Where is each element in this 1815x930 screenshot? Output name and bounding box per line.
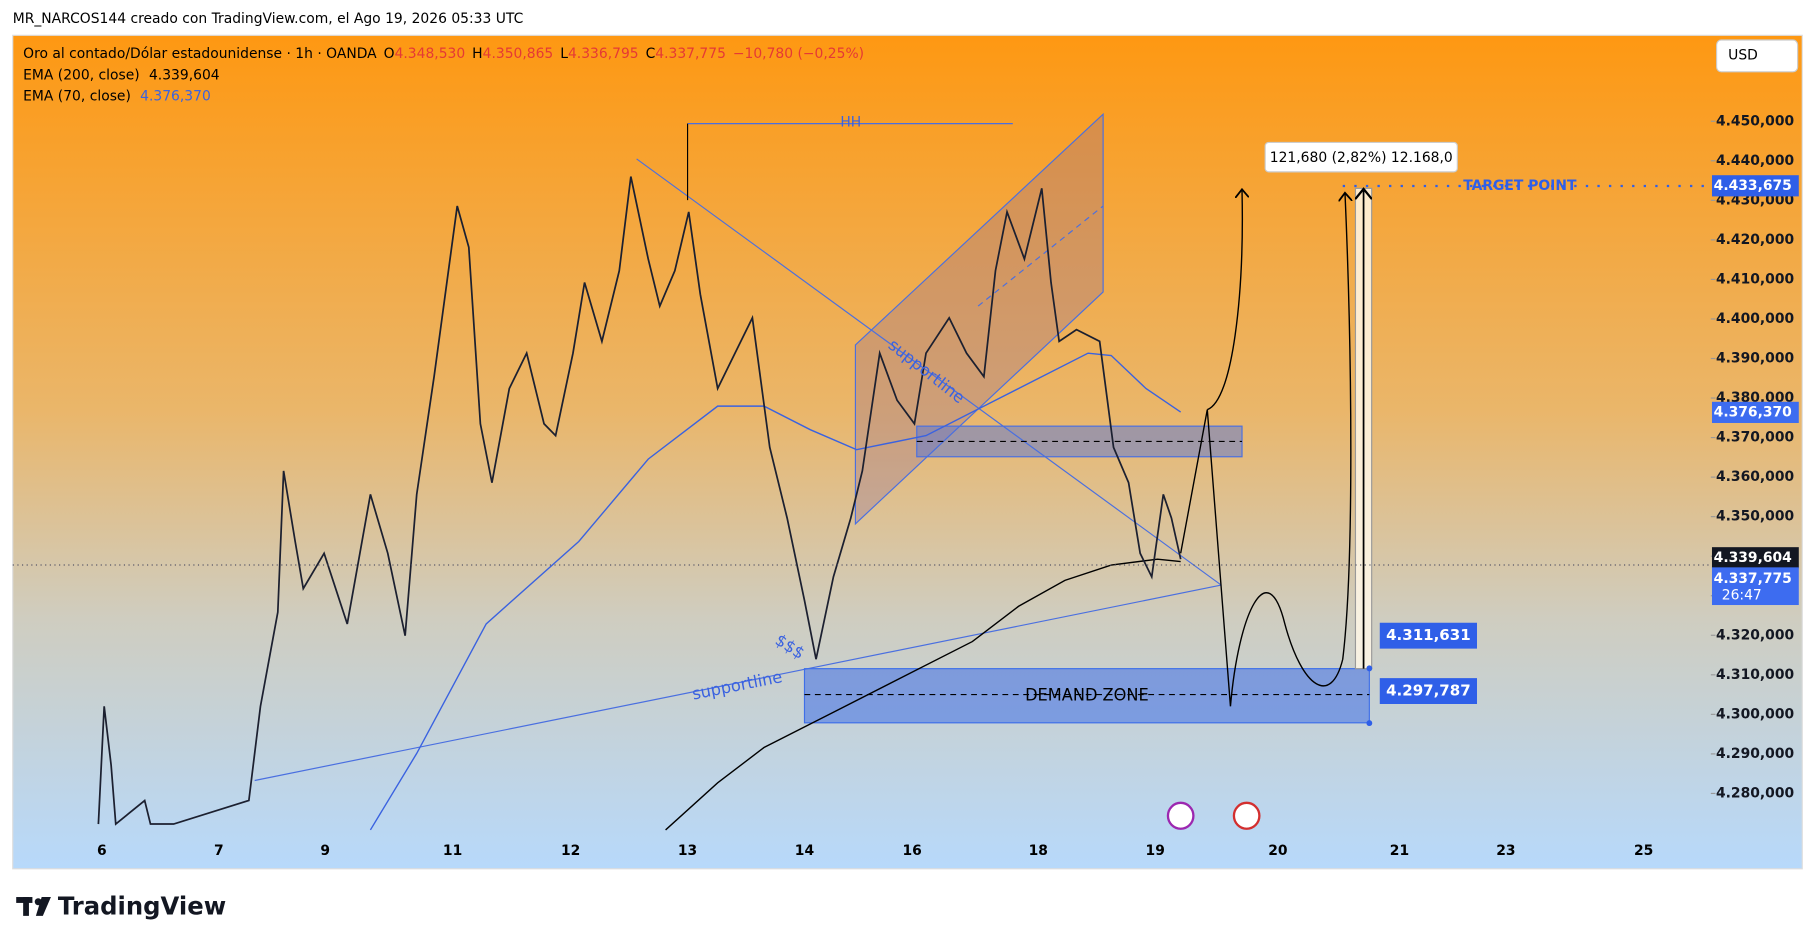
date-label: 19	[1146, 843, 1165, 859]
price-label: 4.420,000	[1716, 232, 1794, 248]
ema-70	[369, 352, 1182, 831]
date-label: 20	[1268, 843, 1288, 859]
ohlc-key: C	[646, 46, 656, 62]
ohlc-key: L	[560, 46, 568, 62]
price-tag	[1711, 547, 1799, 569]
measure-callout	[1264, 141, 1458, 173]
change: −10,780 (−0,25%)	[733, 46, 864, 62]
indicator: EMA (200, close) 4.339,604	[23, 67, 220, 83]
price-label: 4.320,000	[1716, 627, 1794, 643]
price-label: 4.290,000	[1716, 746, 1794, 762]
date-label: 9	[320, 843, 330, 859]
support-line	[254, 584, 1222, 782]
date-label: 18	[1029, 843, 1048, 859]
price-label: 4.370,000	[1716, 430, 1794, 446]
price-label: 4.400,000	[1716, 311, 1794, 327]
price-tag	[1711, 401, 1799, 423]
logo-part	[23, 897, 29, 916]
ohlc-value: 4.350,865	[483, 46, 554, 62]
date-label: 23	[1496, 843, 1515, 859]
date-label: 14	[795, 843, 815, 859]
date-label: 25	[1634, 843, 1653, 859]
trend-line	[636, 158, 1222, 586]
price-label: 4.300,000	[1716, 706, 1794, 722]
attribution: MR_NARCOS144 creado con TradingView.com,…	[13, 11, 524, 27]
indicator: EMA (70, close) 4.376,370	[23, 88, 211, 104]
target-label: TARGET POINT	[1463, 178, 1577, 194]
date-label: 21	[1390, 843, 1409, 859]
date-label: 13	[678, 843, 697, 859]
zone-label: 4.297,787	[1386, 681, 1471, 699]
legend-line: Oro al contado/Dólar estadounidense · 1h…	[23, 46, 864, 62]
zone-callout	[1369, 622, 1478, 669]
channel	[854, 112, 1104, 526]
price-path	[97, 176, 1182, 826]
date-label: 7	[214, 843, 224, 859]
price-tag	[1711, 567, 1799, 606]
price-tag-label: 4.337,775	[1714, 571, 1792, 587]
brand-logo	[16, 897, 51, 916]
indicator-name: EMA (70, close)	[23, 88, 131, 104]
legend: Oro al contado/Dólar estadounidense · 1h…	[23, 46, 864, 105]
price-label: 4.360,000	[1716, 469, 1794, 485]
projection-alt	[1207, 191, 1242, 411]
demand-zone	[803, 668, 1370, 724]
event-icon	[1166, 801, 1195, 830]
currency-button[interactable]	[1716, 39, 1799, 73]
logo-part	[35, 897, 51, 916]
date-label: 11	[443, 843, 462, 859]
price-label: 4.310,000	[1716, 667, 1794, 683]
ohlc-key: H	[472, 46, 482, 62]
price-tag-label: 4.339,604	[1714, 550, 1792, 566]
currency-label[interactable]: USD	[1728, 47, 1758, 63]
price-label: 4.410,000	[1716, 271, 1794, 287]
ohlc-value: 4.337,775	[655, 46, 726, 62]
indicator-value: 4.339,604	[149, 67, 220, 83]
indicator-name: EMA (200, close)	[23, 67, 140, 83]
symbol: Oro al contado/Dólar estadounidense · 1h…	[23, 46, 377, 62]
ohlc-key: O	[384, 46, 395, 62]
measure-label: 121,680 (2,82%) 12.168,0	[1270, 150, 1453, 166]
price-label: 4.280,000	[1716, 785, 1794, 801]
price-tag-label: 4.433,675	[1714, 178, 1792, 194]
chart-pane	[12, 34, 1803, 870]
channel-mid	[977, 205, 1104, 307]
countdown: 26:47	[1722, 588, 1762, 604]
date-label: 12	[561, 843, 580, 859]
price-tag-label: 4.376,370	[1714, 404, 1792, 420]
zone-label: 4.311,631	[1386, 626, 1471, 644]
demand-label: DEMAND ZONE	[1025, 685, 1149, 704]
indicator-value: 4.376,370	[140, 88, 211, 104]
projection	[1179, 194, 1351, 707]
drawings	[97, 112, 1708, 831]
hh-label: HH	[840, 114, 861, 130]
price-tag	[1711, 175, 1799, 197]
brand: TradingView	[58, 891, 226, 920]
ohlc-value: 4.348,530	[395, 46, 466, 62]
date-label: 16	[902, 843, 921, 859]
price-label: 4.450,000	[1716, 113, 1794, 129]
ohlc-value: 4.336,795	[568, 46, 639, 62]
flag-icon	[1232, 801, 1261, 830]
price-label: 4.440,000	[1716, 153, 1794, 169]
ema-200	[665, 558, 1181, 831]
zone-callout	[1369, 678, 1478, 724]
date-label: 6	[97, 843, 107, 859]
price-label: 4.350,000	[1716, 509, 1794, 525]
price-label: 4.390,000	[1716, 350, 1794, 366]
